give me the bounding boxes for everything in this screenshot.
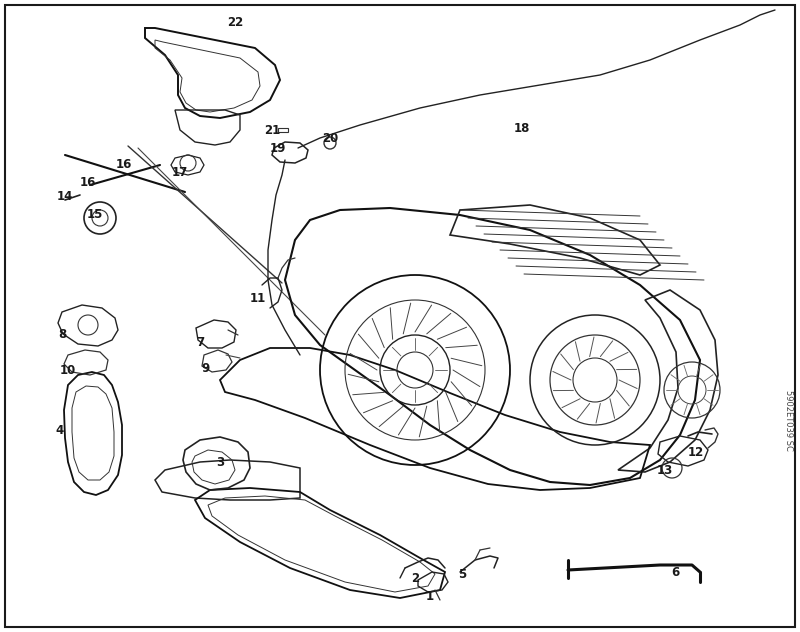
Text: 12: 12 [688,446,704,459]
Text: 2: 2 [411,571,419,585]
Text: 21: 21 [264,123,280,137]
Text: 16: 16 [116,157,132,171]
Text: 19: 19 [270,142,286,154]
Text: 7: 7 [196,336,204,348]
Text: 11: 11 [250,291,266,305]
Text: 6: 6 [671,566,679,578]
Text: 14: 14 [57,190,73,204]
Text: 10: 10 [60,363,76,377]
Text: 17: 17 [172,166,188,178]
Text: 8: 8 [58,327,66,341]
Text: 4: 4 [56,423,64,437]
Text: 13: 13 [657,463,673,477]
Text: 20: 20 [322,131,338,145]
Text: 9: 9 [201,362,209,375]
Text: 1: 1 [426,590,434,604]
Text: 5902ET039 SC: 5902ET039 SC [783,389,793,451]
Text: 3: 3 [216,456,224,468]
Text: 16: 16 [80,176,96,190]
Text: 15: 15 [87,209,103,221]
Text: 5: 5 [458,569,466,581]
Text: 18: 18 [514,121,530,135]
Text: 22: 22 [227,16,243,28]
